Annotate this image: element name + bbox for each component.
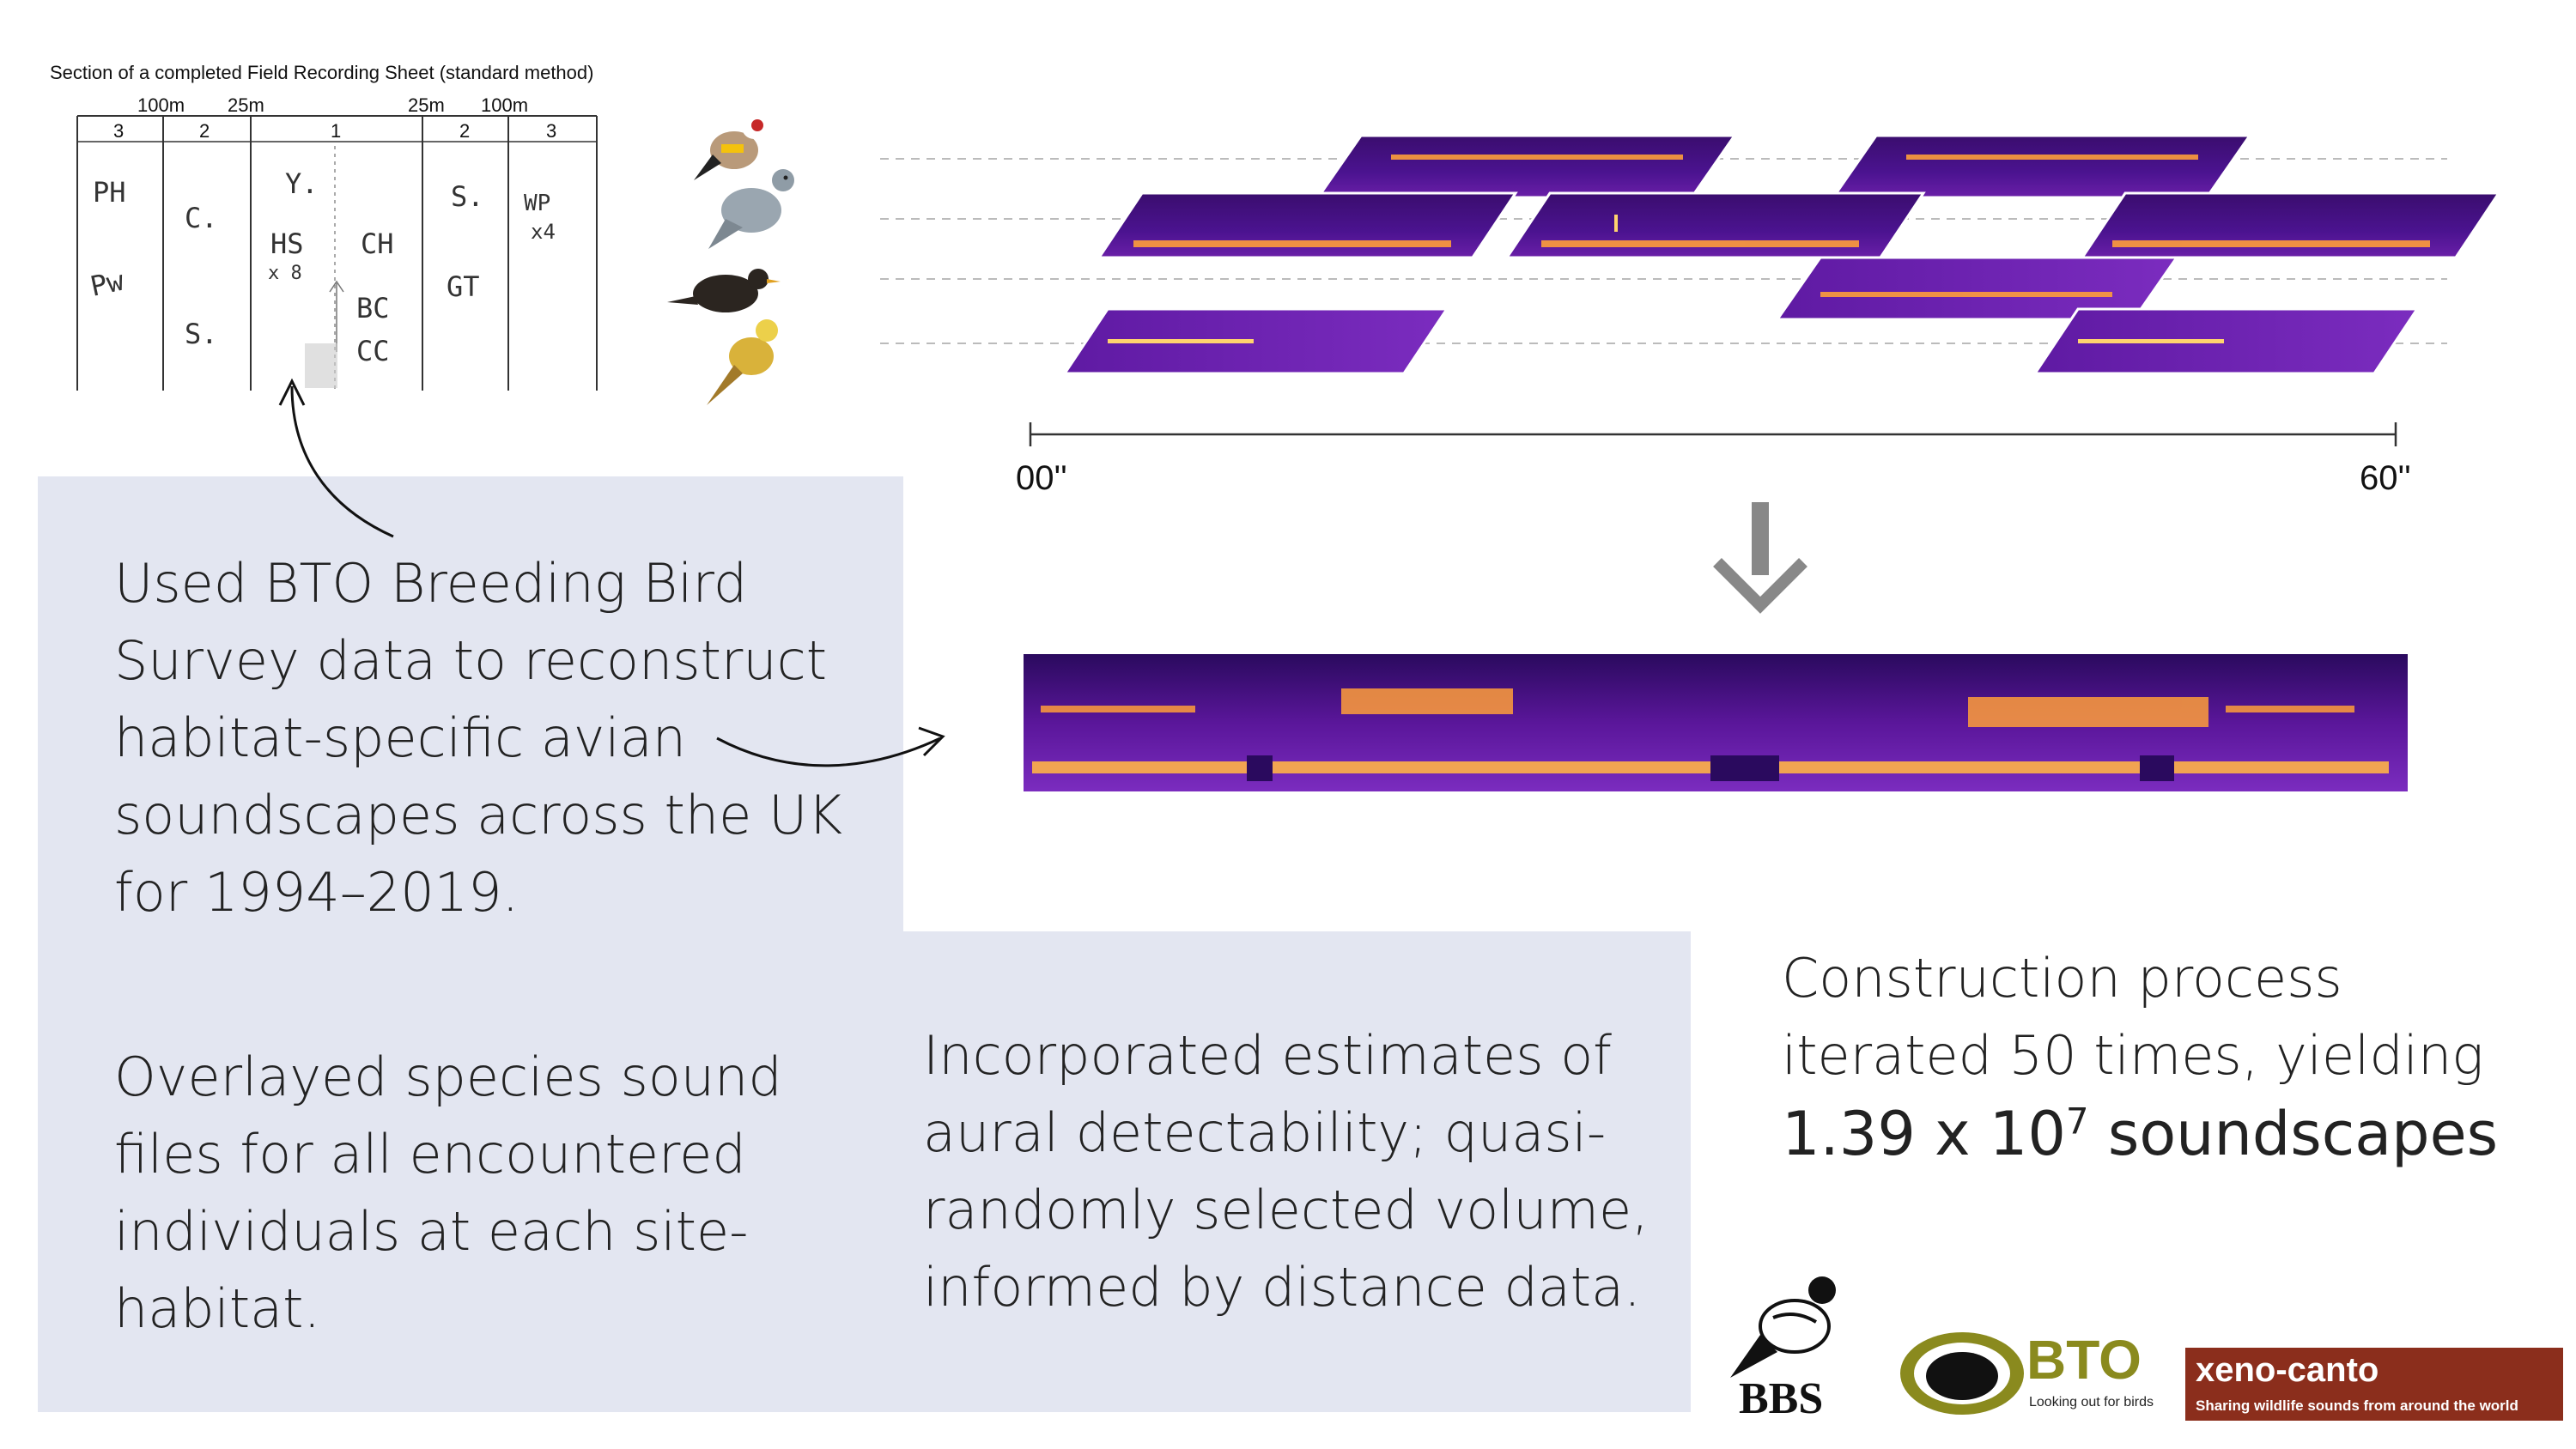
sheet-entry: HS — [270, 227, 304, 260]
blackbird-icon — [667, 269, 781, 312]
spectrogram-tile — [1062, 307, 1449, 375]
time-axis-end: 60'' — [2360, 459, 2411, 497]
methods-panel-lower — [38, 931, 1691, 1412]
sheet-entry: CH — [361, 227, 394, 260]
woodpigeon-icon — [708, 169, 794, 249]
bbs-goldfinch-logo-icon — [1730, 1276, 1836, 1378]
sheet-entry: x 8 — [268, 263, 302, 284]
distance-label: 25m — [408, 94, 445, 116]
band-label: 2 — [459, 120, 470, 142]
spectrogram-tile — [2080, 191, 2501, 259]
spectrogram-layers — [880, 134, 2501, 375]
bto-tagline: Looking out for birds — [2029, 1395, 2154, 1410]
sheet-entry: Pw — [88, 264, 127, 302]
sheet-entry: C. — [185, 202, 218, 234]
time-axis — [1029, 422, 2397, 446]
spectrogram-tile — [1504, 191, 1926, 259]
yellowhammer-icon — [707, 319, 778, 405]
sheet-entry: BC — [356, 292, 390, 324]
curved-arrow-icon — [278, 378, 394, 538]
spectrogram-tile — [1097, 191, 1518, 259]
bto-eye-icon — [1900, 1332, 2024, 1415]
result-count-exponent: 7 — [2065, 1100, 2089, 1143]
sheet-entry: PH — [93, 176, 126, 209]
distance-label: 25m — [228, 94, 264, 116]
band-label: 3 — [546, 120, 556, 142]
spectrogram-tile — [1315, 134, 1737, 199]
sheet-entry: S. — [185, 318, 218, 350]
bto-logo-text: BTO — [2026, 1329, 2142, 1391]
bbs-logo-text: BBS — [1739, 1374, 1824, 1423]
xeno-canto-tagline: Sharing wildlife sounds from around the … — [2196, 1397, 2518, 1414]
sheet-entry: WP — [524, 191, 550, 216]
down-arrow-icon — [1713, 502, 1807, 614]
xeno-canto-title: xeno-canto — [2196, 1351, 2379, 1389]
bto-logo: BTO Looking out for birds — [1893, 1326, 2154, 1421]
combined-soundscape-spectrogram — [1024, 654, 2408, 791]
spectrogram-tile — [1831, 134, 2252, 199]
field-recording-sheet: 100m 25m 25m 100m 3 2 1 2 3 PH Pw C. S. … — [76, 94, 598, 391]
result-count: 1.39 x 107 soundscapes — [1782, 1099, 2498, 1169]
sheet-entry: Y. — [285, 167, 319, 200]
band-label: 3 — [113, 120, 124, 142]
sheet-caption: Section of a completed Field Recording S… — [50, 62, 594, 83]
band-label: 2 — [199, 120, 210, 142]
xeno-canto-logo: xeno-canto Sharing wildlife sounds from … — [2185, 1348, 2563, 1421]
spectrogram-tile — [2032, 307, 2420, 375]
distance-label: 100m — [137, 94, 185, 116]
result-count-base: 1.39 x 10 — [1782, 1099, 2066, 1169]
sheet-entry: x4 — [531, 220, 556, 244]
result-count-unit: soundscapes — [2088, 1099, 2499, 1169]
pointer-arrow-icon — [716, 726, 945, 767]
methods-text-1: Used BTO Breeding Bird Survey data to re… — [114, 552, 843, 924]
sheet-entry: S. — [451, 180, 484, 213]
result-line-1: Construction process — [1782, 947, 2342, 1009]
goldfinch-icon — [694, 115, 766, 180]
distance-label: 100m — [481, 94, 528, 116]
sheet-entry: GT — [447, 270, 480, 303]
band-label: 1 — [331, 120, 341, 142]
methods-text-2: Overlayed species sound files for all en… — [114, 1046, 782, 1340]
methods-text-3: Incorporated estimates of aural detectab… — [923, 1024, 1649, 1319]
result-line-2: iterated 50 times, yielding — [1782, 1024, 2484, 1087]
sheet-entry: CC — [356, 335, 390, 367]
time-axis-start: 00'' — [1016, 459, 1067, 497]
